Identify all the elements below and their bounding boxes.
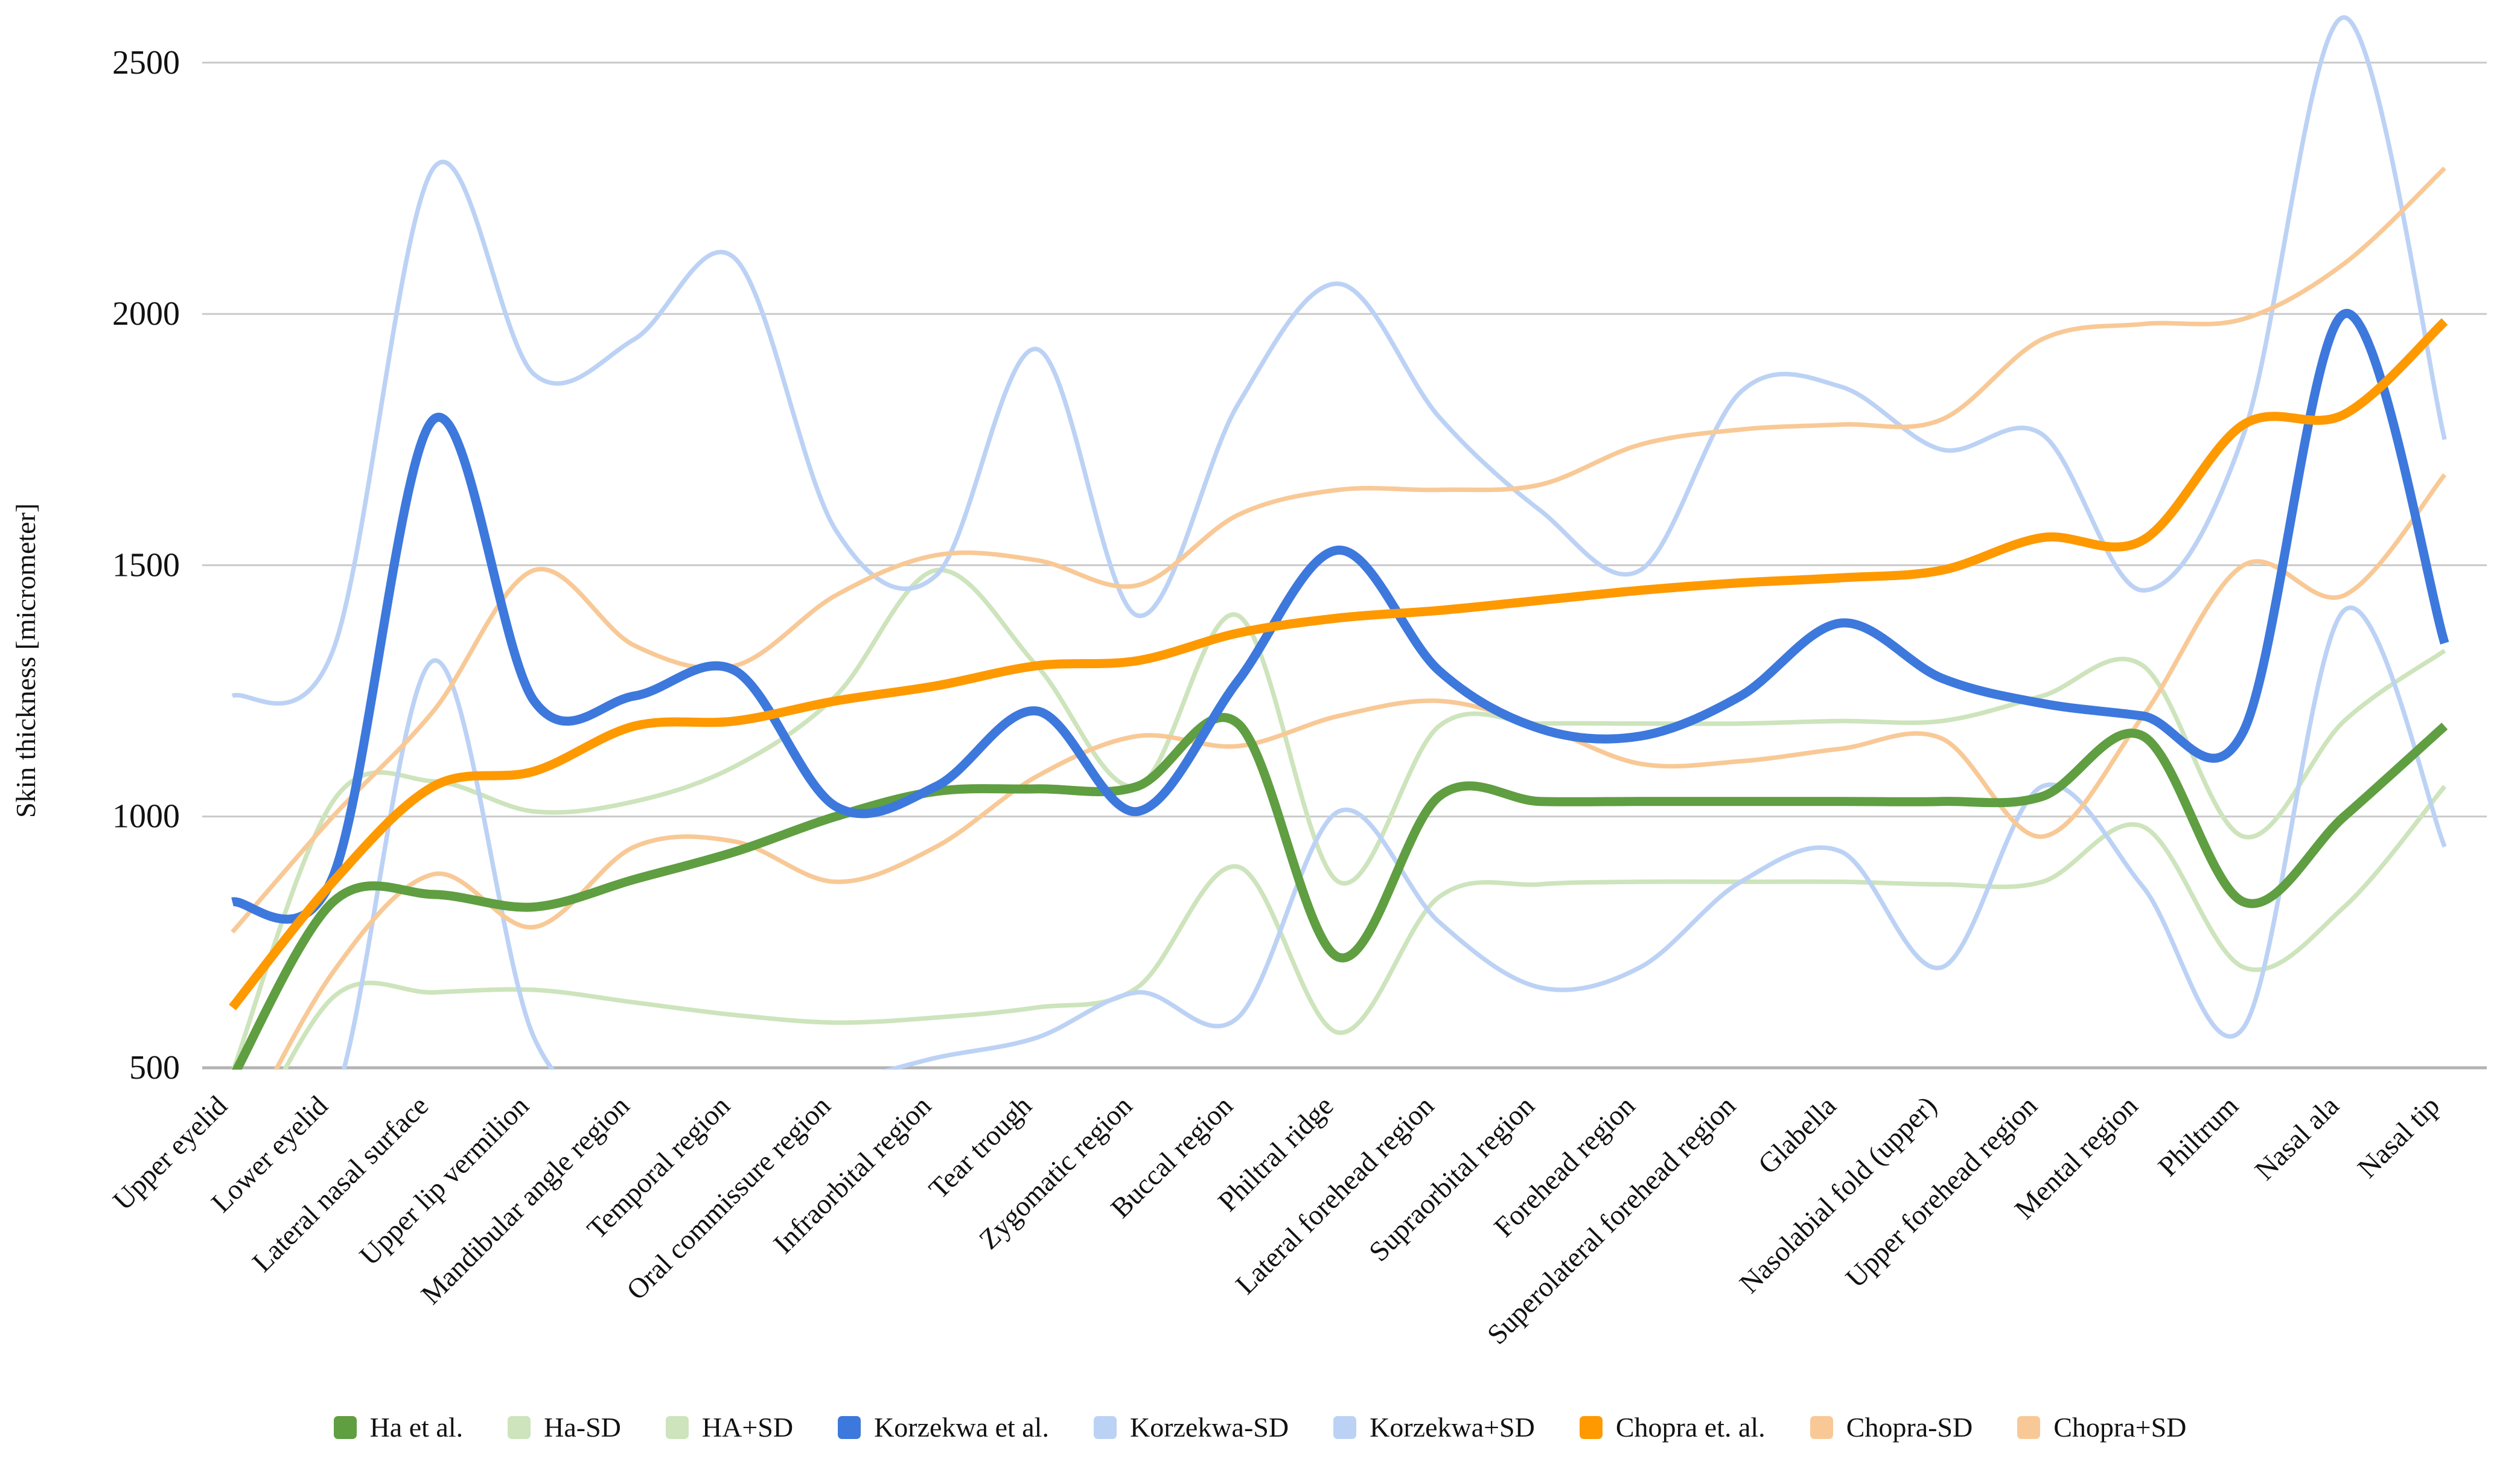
legend-item-chopra-sd: Chopra-SD [1810, 1411, 1973, 1443]
series-line-korzekwa+sd [231, 15, 2447, 706]
series-line-ha-et-al- [231, 713, 2448, 1070]
legend-label: Ha et al. [369, 1412, 464, 1443]
x-tick-label: Mandibular angle region [415, 1090, 636, 1310]
series-line-ha+sd [231, 567, 2446, 1070]
y-tick-label: 2000 [112, 295, 180, 333]
y-tick-label: 1500 [112, 546, 180, 584]
legend-swatch-icon [1579, 1415, 1603, 1439]
x-tick-label: Nasolabial fold (upper) [1734, 1090, 1943, 1300]
legend-swatch-icon [1093, 1415, 1117, 1439]
legend-item-korzekwa-sd: Korzekwa-SD [1093, 1411, 1289, 1443]
x-tick-label: Philtrum [2152, 1090, 2245, 1182]
x-tick-label: Upper lip vermilion [354, 1090, 535, 1272]
legend-item-ha-sd: Ha-SD [508, 1411, 621, 1443]
x-tick-label: Lateral forehead region [1230, 1090, 1440, 1301]
legend-label: Korzekwa+SD [1370, 1412, 1535, 1443]
legend-item-ha+sd: HA+SD [665, 1411, 794, 1443]
legend-item-chopra-et-al-: Chopra et. al. [1579, 1411, 1766, 1443]
x-tick-label: Nasal ala [2249, 1090, 2346, 1187]
legend-label: Korzekwa et al. [874, 1412, 1049, 1443]
series-line-ha-sd [282, 785, 2447, 1070]
y-tick-label: 2500 [112, 44, 180, 81]
legend-swatch-icon [2017, 1415, 2041, 1439]
x-tick-label: Nasal tip [2352, 1090, 2446, 1184]
legend-swatch-icon [1333, 1415, 1357, 1439]
legend-label: Chopra et. al. [1615, 1412, 1766, 1443]
legend-swatch-icon [838, 1415, 861, 1439]
legend-label: Korzekwa-SD [1129, 1412, 1289, 1443]
x-tick-label: Glabella [1752, 1090, 1842, 1180]
legend-swatch-icon [1810, 1415, 1833, 1439]
series-line-chopra-et-al- [229, 318, 2448, 1010]
y-tick-label: 1000 [112, 798, 180, 835]
legend-item-korzekwa-et-al-: Korzekwa et al. [838, 1411, 1049, 1443]
legend-label: Chopra-SD [1846, 1412, 1973, 1443]
series-line-chopra+sd [231, 166, 2446, 934]
x-tick-label: Lateral nasal surface [246, 1090, 435, 1278]
legend-swatch-icon [508, 1415, 531, 1439]
legend-item-ha-et-al-: Ha et al. [333, 1411, 464, 1443]
y-tick-label: 500 [129, 1049, 180, 1086]
x-tick-label: Supraorbital region [1363, 1090, 1540, 1268]
y-axis-title: Skin thickness [micrometer] [10, 503, 41, 818]
series-line-korzekwa-sd [341, 605, 2447, 1070]
legend-label: HA+SD [701, 1412, 794, 1443]
series-line-chopra-sd [273, 473, 2447, 1070]
x-tick-label: Upper forehead region [1840, 1090, 2044, 1294]
x-tick-label: Oral commissure region [620, 1090, 837, 1306]
legend-item-korzekwa+sd: Korzekwa+SD [1333, 1411, 1535, 1443]
legend-label: Chopra+SD [2053, 1412, 2187, 1443]
legend-swatch-icon [333, 1415, 357, 1439]
legend: Ha et al. Ha-SD HA+SD Korzekwa et al. Korzek… [0, 1411, 2520, 1443]
legend-item-chopra+sd: Chopra+SD [2017, 1411, 2186, 1443]
legend-label: Ha-SD [544, 1412, 621, 1443]
legend-swatch-icon [665, 1415, 689, 1439]
series-line-korzekwa-et-al- [231, 309, 2449, 924]
